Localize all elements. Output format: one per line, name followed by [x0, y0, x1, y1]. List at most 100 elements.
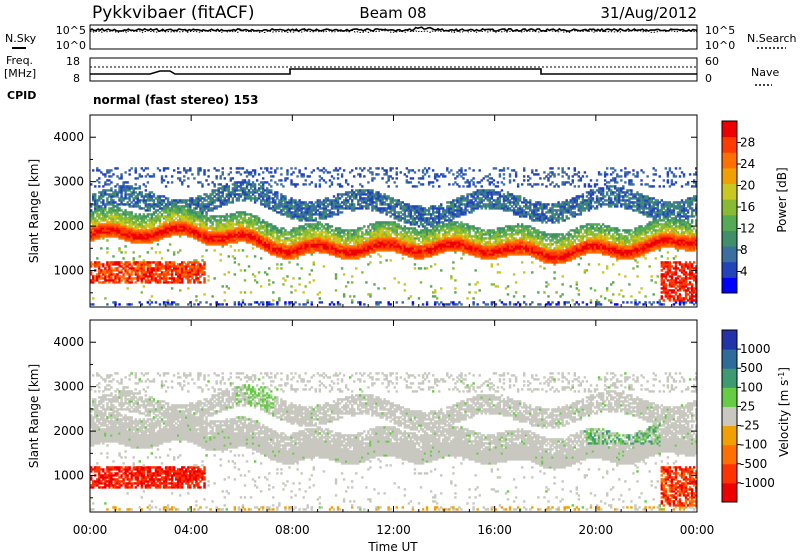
power-cell — [444, 217, 447, 220]
power-cell — [249, 223, 253, 226]
power-cell — [136, 263, 139, 266]
power-cell — [183, 273, 186, 276]
power-cell — [310, 201, 313, 204]
power-cell — [310, 227, 313, 230]
power-cell — [387, 239, 390, 242]
power-cell — [369, 241, 372, 244]
power-cell — [361, 245, 364, 248]
power-cell — [454, 237, 457, 240]
power-cell — [318, 199, 322, 202]
power-cell — [160, 207, 164, 210]
power-cell — [140, 265, 144, 268]
power-cell — [361, 247, 364, 250]
power-cell — [185, 209, 188, 212]
power-cell — [237, 167, 241, 170]
power-cell — [140, 231, 144, 234]
power-cell — [154, 217, 158, 220]
power-cell — [353, 193, 356, 196]
power-cell — [371, 195, 374, 198]
power-cell — [195, 225, 198, 228]
power-cell — [268, 245, 271, 248]
power-cell — [120, 177, 123, 180]
power-cell — [168, 233, 172, 236]
power-cell — [361, 231, 364, 234]
power-cell — [217, 183, 220, 186]
power-cell — [209, 195, 212, 198]
power-cell — [308, 233, 311, 236]
power-cell — [292, 253, 295, 256]
power-cell — [233, 191, 237, 194]
power-cell — [363, 201, 366, 204]
power-cell — [132, 257, 135, 260]
power-cell — [417, 247, 421, 250]
power-cell — [146, 173, 150, 176]
power-cell — [247, 227, 251, 230]
power-cell — [359, 253, 362, 256]
power-cell — [108, 235, 111, 238]
power-cell — [316, 239, 320, 242]
power-cell — [435, 217, 439, 220]
power-cell — [245, 181, 249, 184]
power-cell — [203, 205, 206, 208]
power-cell — [144, 263, 148, 266]
power-cell — [433, 251, 437, 254]
power-cell — [136, 177, 139, 180]
power-cell — [120, 185, 123, 188]
power-cell — [136, 233, 139, 236]
power-cell — [346, 207, 350, 210]
power-cell — [116, 277, 119, 280]
power-cell — [359, 241, 362, 244]
power-cell — [215, 221, 218, 224]
power-cell — [239, 221, 243, 224]
power-cell — [312, 219, 315, 222]
power-cell — [312, 247, 315, 250]
power-cell — [431, 231, 435, 234]
power-cell — [195, 267, 198, 270]
power-cell — [320, 301, 324, 304]
power-cell — [379, 233, 382, 236]
power-cell — [120, 193, 123, 196]
power-cell — [308, 281, 311, 284]
power-cell — [110, 189, 113, 192]
power-cell — [411, 243, 415, 246]
power-cell — [270, 171, 273, 174]
power-cell — [452, 225, 455, 228]
power-cell — [132, 241, 135, 244]
power-cell — [90, 209, 93, 212]
power-cell — [294, 237, 297, 240]
power-cell — [282, 243, 285, 246]
power-cell — [249, 187, 253, 190]
power-cell — [174, 303, 178, 306]
power-cell — [340, 253, 344, 256]
power-cell — [253, 255, 257, 258]
power-cell — [150, 229, 154, 232]
power-cell — [407, 247, 411, 250]
power-cell — [312, 223, 315, 226]
power-cell — [172, 227, 176, 230]
power-cell — [351, 245, 354, 248]
power-cell — [146, 267, 150, 270]
power-cell — [158, 237, 162, 240]
power-cell — [156, 237, 160, 240]
power-cell — [100, 201, 103, 204]
power-cell — [304, 209, 307, 212]
power-cell — [276, 249, 279, 252]
power-cell — [377, 249, 380, 252]
power-cell — [100, 275, 103, 278]
power-cell — [179, 171, 182, 174]
power-cell — [375, 235, 378, 238]
power-cell — [312, 233, 315, 236]
power-cell — [108, 179, 111, 182]
power-cell — [243, 237, 247, 240]
power-cell — [96, 207, 99, 210]
power-cell — [193, 263, 196, 266]
power-cell — [209, 227, 212, 230]
power-cell — [268, 249, 271, 252]
power-cell — [298, 237, 301, 240]
power-cell — [391, 205, 394, 208]
power-cell — [306, 239, 309, 242]
power-cell — [197, 213, 200, 216]
power-cell — [274, 247, 277, 250]
power-cell — [142, 263, 146, 266]
power-cell — [353, 257, 356, 260]
